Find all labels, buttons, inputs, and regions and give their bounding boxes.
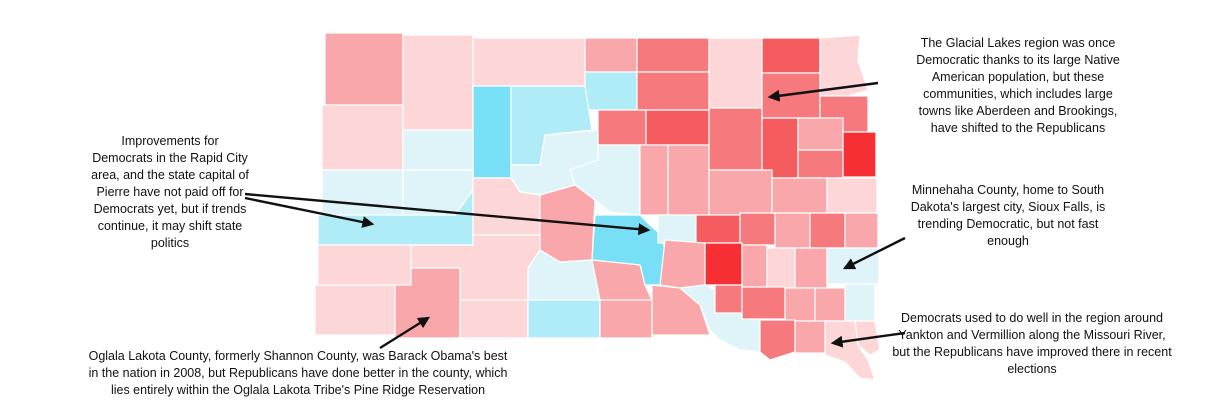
county-perkins-e xyxy=(472,37,586,87)
county-codington xyxy=(797,149,844,179)
annotation-rapid-city: Improvements for Democrats in the Rapid … xyxy=(91,134,249,250)
county-custer xyxy=(317,244,412,286)
arrow-rapid-city xyxy=(244,196,375,228)
county-yankton xyxy=(759,319,796,361)
county-gregory xyxy=(651,284,711,336)
county-beadle xyxy=(695,214,741,244)
arrow-pierre xyxy=(244,192,651,236)
county-fall-river xyxy=(314,284,396,336)
county-faulk xyxy=(708,107,763,171)
county-walworth xyxy=(636,71,710,111)
county-clark xyxy=(771,177,828,214)
county-polygons xyxy=(314,32,881,381)
county-minnehaha xyxy=(826,247,880,285)
county-clay xyxy=(794,320,826,354)
county-brown-s xyxy=(761,72,821,119)
county-campbell xyxy=(636,37,710,73)
county-lincoln xyxy=(814,287,846,322)
county-butte-north xyxy=(321,104,404,171)
county-lawrence xyxy=(321,169,404,216)
county-moody xyxy=(844,212,879,249)
annotation-minnehaha: Minnehaha County, home to South Dakota's… xyxy=(910,183,1106,248)
county-buffalo xyxy=(659,239,706,289)
county-turner xyxy=(784,287,816,322)
county-brown xyxy=(761,37,821,74)
county-day xyxy=(761,117,799,179)
county-perkins-w xyxy=(402,34,474,131)
county-hyde xyxy=(639,144,669,216)
county-hamlin xyxy=(826,177,878,214)
arrow-yankton xyxy=(830,331,906,348)
arrow-oglala xyxy=(379,316,431,350)
county-spink xyxy=(708,169,773,216)
county-bennett xyxy=(459,299,529,339)
county-kingsbury xyxy=(739,212,776,246)
county-lake xyxy=(809,212,846,249)
county-hutchinson xyxy=(741,286,786,320)
county-todd xyxy=(527,299,601,339)
county-grant xyxy=(797,117,844,151)
annotation-glacial-lakes: The Glacial Lakes region was once Democr… xyxy=(916,36,1120,135)
county-minnehaha-w xyxy=(794,247,828,289)
county-brookings xyxy=(774,212,811,249)
county-mccook xyxy=(766,247,796,289)
county-potter xyxy=(597,109,647,146)
county-miner xyxy=(741,244,768,288)
county-edmunds xyxy=(645,109,710,146)
county-sanborn xyxy=(704,242,743,286)
county-corson xyxy=(584,37,638,73)
county-hand xyxy=(667,144,710,216)
county-deuel xyxy=(842,131,877,178)
arrow-glacial-lakes xyxy=(767,81,879,102)
annotation-yankton: Democrats used to do well in the region … xyxy=(892,311,1172,376)
annotation-oglala-lakota: Oglala Lakota County, formerly Shannon C… xyxy=(88,349,508,397)
county-union-n xyxy=(844,283,876,322)
county-hanson xyxy=(714,284,743,314)
county-tripp xyxy=(599,299,653,339)
county-harding xyxy=(324,32,404,106)
arrow-minnehaha xyxy=(842,236,906,270)
county-ziebach-a xyxy=(584,71,638,111)
county-dewey-strong xyxy=(472,85,512,179)
county-hughes-light xyxy=(657,214,697,244)
county-mcpherson xyxy=(708,37,763,109)
annotation-arrows xyxy=(244,81,906,350)
